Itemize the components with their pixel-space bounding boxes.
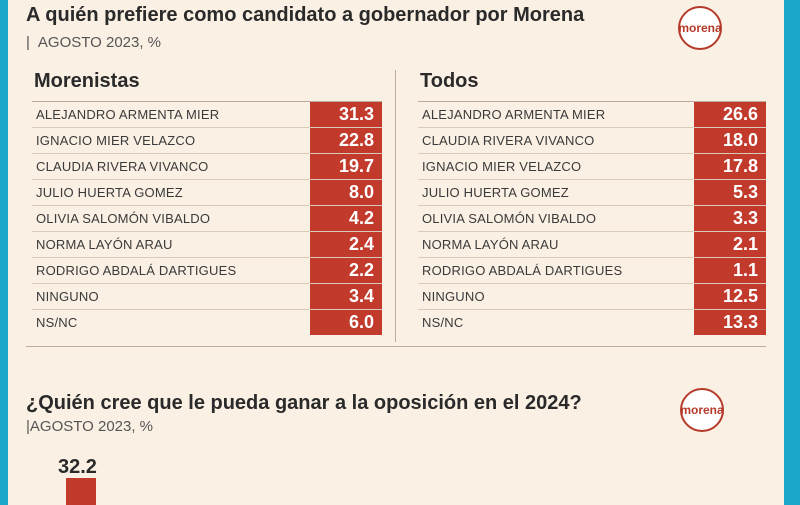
subtitle-text: AGOSTO 2023, % (37, 34, 162, 51)
table-row: RODRIGO ABDALÁ DARTIGUES 1.1 (418, 257, 766, 283)
candidate-name: OLIVIA SALOMÓN VIBALDO (36, 211, 211, 226)
table-row: CLAUDIA RIVERA VIVANCO 19.7 (32, 153, 382, 179)
candidate-name: IGNACIO MIER VELAZCO (422, 159, 582, 174)
candidate-name: ALEJANDRO ARMENTA MIER (36, 107, 220, 122)
candidate-name: CLAUDIA RIVERA VIVANCO (36, 159, 209, 174)
candidate-name: JULIO HUERTA GOMEZ (36, 185, 183, 200)
candidate-name: OLIVIA SALOMÓN VIBALDO (422, 211, 597, 226)
candidate-value: 19.7 (310, 154, 382, 179)
candidate-value: 18.0 (694, 128, 766, 153)
table-row: OLIVIA SALOMÓN VIBALDO 4.2 (32, 205, 382, 231)
morena-logo-icon: morena (680, 388, 724, 432)
candidate-value: 4.2 (310, 206, 382, 231)
logo-text: morena (678, 21, 722, 35)
logo-text: morena (680, 403, 724, 417)
table-row: CLAUDIA RIVERA VIVANCO 18.0 (418, 127, 766, 153)
candidate-name: RODRIGO ABDALÁ DARTIGUES (36, 263, 237, 278)
candidate-value: 12.5 (694, 284, 766, 309)
candidate-value: 8.0 (310, 180, 382, 205)
morenistas-table: ALEJANDRO ARMENTA MIER 31.3 IGNACIO MIER V… (32, 101, 382, 341)
candidate-value: 17.8 (694, 154, 766, 179)
table-row: ALEJANDRO ARMENTA MIER 26.6 (418, 101, 766, 127)
candidate-value: 2.2 (310, 258, 382, 283)
candidate-value: 3.4 (310, 284, 382, 309)
table-row: IGNACIO MIER VELAZCO 22.8 (32, 127, 382, 153)
candidate-value: 1.1 (694, 258, 766, 283)
second-chart-title: ¿Quién cree que le pueda ganar a la opos… (26, 392, 582, 414)
table-row: RODRIGO ABDALÁ DARTIGUES 2.2 (32, 257, 382, 283)
candidate-name: IGNACIO MIER VELAZCO (36, 133, 196, 148)
candidate-value: 2.1 (694, 232, 766, 257)
todos-table: ALEJANDRO ARMENTA MIER 26.6 CLAUDIA RIVERA… (418, 101, 766, 341)
table-row: JULIO HUERTA GOMEZ 8.0 (32, 179, 382, 205)
bar (66, 478, 96, 505)
candidate-value: 5.3 (694, 180, 766, 205)
table-row: NINGUNO 12.5 (418, 283, 766, 309)
candidate-name: NORMA LAYÓN ARAU (36, 237, 173, 252)
candidate-name: NINGUNO (422, 289, 485, 304)
candidate-value: 6.0 (310, 310, 382, 335)
candidate-value: 26.6 (694, 102, 766, 127)
table-row: JULIO HUERTA GOMEZ 5.3 (418, 179, 766, 205)
candidate-name: ALEJANDRO ARMENTA MIER (422, 107, 606, 122)
second-chart-subtitle: |AGOSTO 2023, % (26, 418, 153, 435)
subtitle-text: AGOSTO 2023, % (29, 418, 154, 435)
morena-logo-icon: morena (678, 6, 722, 50)
candidate-name: RODRIGO ABDALÁ DARTIGUES (422, 263, 623, 278)
column-divider (395, 70, 396, 342)
candidate-name: NINGUNO (36, 289, 99, 304)
table-row: NORMA LAYÓN ARAU 2.4 (32, 231, 382, 257)
candidate-name: NS/NC (422, 315, 464, 330)
candidate-name: NS/NC (36, 315, 78, 330)
candidate-value: 22.8 (310, 128, 382, 153)
chart-subtitle: | AGOSTO 2023, % (26, 34, 161, 51)
bar-data-label: 32.2 (58, 456, 97, 478)
table-row: NINGUNO 3.4 (32, 283, 382, 309)
table-row: NS/NC 13.3 (418, 309, 766, 335)
table-row: OLIVIA SALOMÓN VIBALDO 3.3 (418, 205, 766, 231)
table-row: IGNACIO MIER VELAZCO 17.8 (418, 153, 766, 179)
chart-panel (8, 0, 784, 505)
candidate-value: 3.3 (694, 206, 766, 231)
morenistas-heading: Morenistas (34, 70, 140, 92)
chart-title: A quién prefiere como candidato a gobern… (26, 4, 585, 26)
table-row: NS/NC 6.0 (32, 309, 382, 335)
table-row: NORMA LAYÓN ARAU 2.1 (418, 231, 766, 257)
table-row: ALEJANDRO ARMENTA MIER 31.3 (32, 101, 382, 127)
todos-heading: Todos (420, 70, 479, 92)
section-divider (26, 346, 766, 347)
candidate-name: JULIO HUERTA GOMEZ (422, 185, 569, 200)
subtitle-bar-icon: | (26, 34, 30, 51)
subtitle-bar-icon: | (26, 418, 30, 435)
candidate-name: NORMA LAYÓN ARAU (422, 237, 559, 252)
candidate-value: 2.4 (310, 232, 382, 257)
candidate-name: CLAUDIA RIVERA VIVANCO (422, 133, 595, 148)
candidate-value: 31.3 (310, 102, 382, 127)
candidate-value: 13.3 (694, 310, 766, 335)
